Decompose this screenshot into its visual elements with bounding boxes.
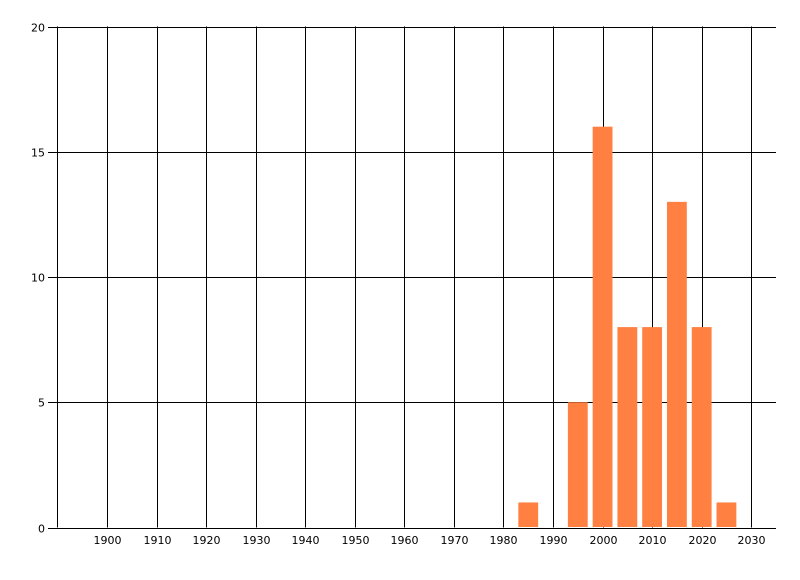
x-tick-label: 1960 <box>391 534 419 547</box>
x-tick-label: 1940 <box>292 534 320 547</box>
y-tick-label: 10 <box>31 272 45 285</box>
bar-2020 <box>691 327 712 527</box>
x-tick-label: 1950 <box>342 534 370 547</box>
x-tick-label: 1930 <box>243 534 271 547</box>
x-tick-label: 1900 <box>94 534 122 547</box>
bar-2005 <box>617 327 638 527</box>
x-tick-label: 1910 <box>144 534 172 547</box>
y-tick-label: 15 <box>31 147 45 160</box>
bar-1995 <box>567 402 588 527</box>
x-tick-label: 1920 <box>193 534 221 547</box>
bar-2015 <box>666 201 687 527</box>
bar-2000 <box>592 126 613 527</box>
y-tick-label: 5 <box>38 397 45 410</box>
x-tick-label: 1980 <box>490 534 518 547</box>
x-tick-label: 1970 <box>441 534 469 547</box>
x-tick-label: 2030 <box>738 534 766 547</box>
x-tick-label: 2000 <box>590 534 618 547</box>
y-tick-label: 20 <box>31 22 45 35</box>
y-tick-label: 0 <box>38 523 45 536</box>
x-tick-label: 2010 <box>639 534 667 547</box>
bar-2025 <box>716 502 737 527</box>
bar-1985 <box>518 502 539 527</box>
x-tick-label: 1990 <box>540 534 568 547</box>
x-tick-label: 2020 <box>689 534 717 547</box>
bar-2010 <box>642 327 663 527</box>
